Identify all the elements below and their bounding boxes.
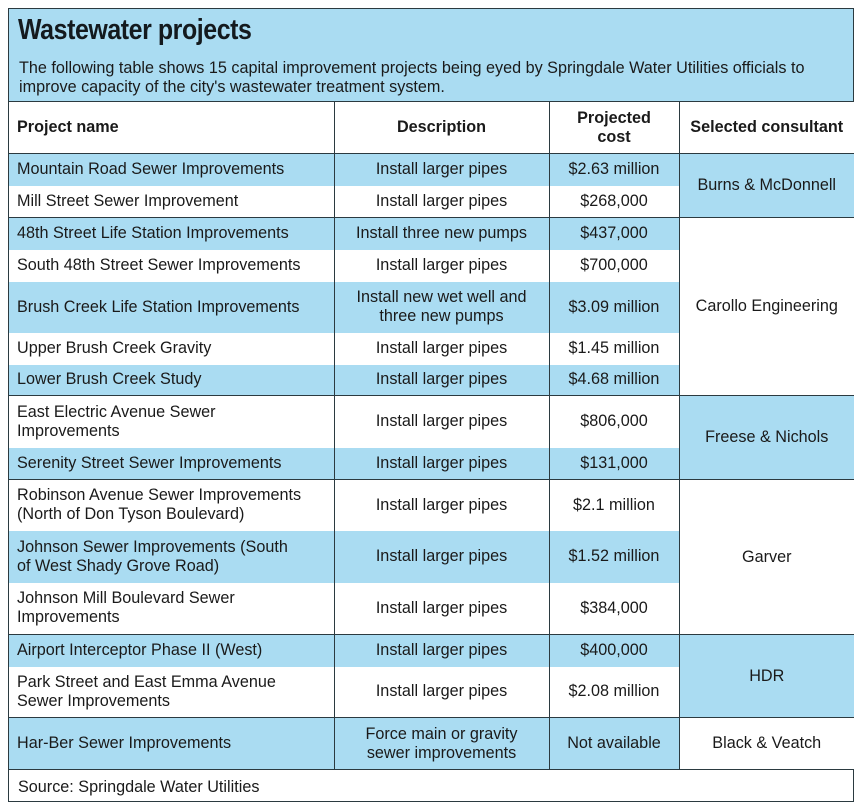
project-name: Airport Interceptor Phase II (West) [9, 634, 334, 667]
table-row: Park Street and East Emma Avenue Sewer I… [9, 666, 854, 718]
project-name: Har-Ber Sewer Improvements [9, 717, 334, 770]
table-row: Har-Ber Sewer Improvements Force main or… [9, 717, 854, 770]
consultant-cell: Garver [678, 479, 854, 635]
project-name: Johnson Sewer Improvements (South of Wes… [9, 530, 334, 583]
table-row: South 48th Street Sewer Improvements Ins… [9, 249, 854, 282]
column-header-description: Description [333, 102, 549, 154]
project-cost: $400,000 [548, 634, 679, 667]
project-name: South 48th Street Sewer Improvements [9, 249, 334, 282]
project-cost: $700,000 [548, 249, 679, 282]
project-name: Robinson Avenue Sewer Improvements (Nort… [9, 479, 334, 531]
project-description: Install three new pumps [333, 217, 549, 250]
project-description: Install larger pipes [333, 666, 549, 718]
project-name: Park Street and East Emma Avenue Sewer I… [9, 666, 334, 718]
project-name: Johnson Mill Boulevard Sewer Improvement… [9, 582, 334, 635]
project-description: Install larger pipes [333, 479, 549, 531]
column-header-project-name: Project name [9, 102, 334, 154]
project-cost: Not available [548, 717, 679, 770]
projects-table: Project name Description Projected cost … [9, 102, 854, 770]
project-cost: $1.52 million [548, 530, 679, 583]
table-row: East Electric Avenue Sewer Improvements … [9, 395, 854, 480]
project-description: Install larger pipes [333, 395, 549, 448]
project-description: Install larger pipes [333, 249, 549, 282]
project-name: Mill Street Sewer Improvement [9, 185, 334, 218]
table-row: Brush Creek Life Station Improvements In… [9, 281, 854, 333]
project-name: Lower Brush Creek Study [9, 364, 334, 396]
project-cost: $384,000 [548, 582, 679, 635]
column-header-selected-consultant: Selected consultant [678, 102, 854, 154]
project-description: Install larger pipes [333, 634, 549, 667]
project-description: Install new wet well and three new pumps [333, 281, 549, 333]
project-name: Serenity Street Sewer Improvements [9, 447, 334, 480]
project-cost: $4.68 million [548, 364, 679, 396]
table-row: Serenity Street Sewer Improvements Insta… [9, 447, 854, 480]
project-description: Install larger pipes [333, 185, 549, 218]
project-cost: $268,000 [548, 185, 679, 218]
project-cost: $2.63 million [548, 153, 679, 186]
table-row: Lower Brush Creek Study Install larger p… [9, 364, 854, 396]
column-header-projected-cost: Projected cost [548, 102, 679, 154]
project-description: Install larger pipes [333, 332, 549, 365]
table-row: Robinson Avenue Sewer Improvements (Nort… [9, 479, 854, 635]
table-row: Airport Interceptor Phase II (West) Inst… [9, 634, 854, 718]
project-cost: $437,000 [548, 217, 679, 250]
table-row: Johnson Mill Boulevard Sewer Improvement… [9, 582, 854, 635]
page-title: Wastewater projects [18, 14, 252, 46]
table-row: 48th Street Life Station Improvements In… [9, 217, 854, 396]
consultant-cell: HDR [678, 634, 854, 718]
header-band: Wastewater projects The following table … [9, 9, 853, 102]
project-description: Install larger pipes [333, 582, 549, 635]
project-cost: $3.09 million [548, 281, 679, 333]
infographic-frame: Wastewater projects The following table … [8, 8, 854, 802]
project-description: Install larger pipes [333, 153, 549, 186]
project-name: Mountain Road Sewer Improvements [9, 153, 334, 186]
project-description: Install larger pipes [333, 530, 549, 583]
project-cost: $131,000 [548, 447, 679, 480]
table-header-row: Project name Description Projected cost … [9, 102, 854, 154]
consultant-cell: Carollo Engineering [678, 217, 854, 396]
project-description: Install larger pipes [333, 364, 549, 396]
project-description: Force main or gravity sewer improvements [333, 717, 549, 770]
project-name: Upper Brush Creek Gravity [9, 332, 334, 365]
subtitle: The following table shows 15 capital imp… [19, 59, 805, 96]
project-name: 48th Street Life Station Improvements [9, 217, 334, 250]
source-credit: Source: Springdale Water Utilities [18, 778, 260, 796]
consultant-cell: Black & Veatch [678, 717, 854, 770]
project-name: Brush Creek Life Station Improvements [9, 281, 334, 333]
table-row: Upper Brush Creek Gravity Install larger… [9, 332, 854, 365]
project-name: East Electric Avenue Sewer Improvements [9, 395, 334, 448]
project-cost: $1.45 million [548, 332, 679, 365]
consultant-cell: Burns & McDonnell [678, 153, 854, 218]
project-description: Install larger pipes [333, 447, 549, 480]
table-row: Mill Street Sewer Improvement Install la… [9, 185, 854, 218]
project-cost: $806,000 [548, 395, 679, 448]
table-row: Johnson Sewer Improvements (South of Wes… [9, 530, 854, 583]
project-cost: $2.08 million [548, 666, 679, 718]
project-cost: $2.1 million [548, 479, 679, 531]
table-row: Mountain Road Sewer Improvements Install… [9, 153, 854, 218]
consultant-cell: Freese & Nichols [678, 395, 854, 480]
